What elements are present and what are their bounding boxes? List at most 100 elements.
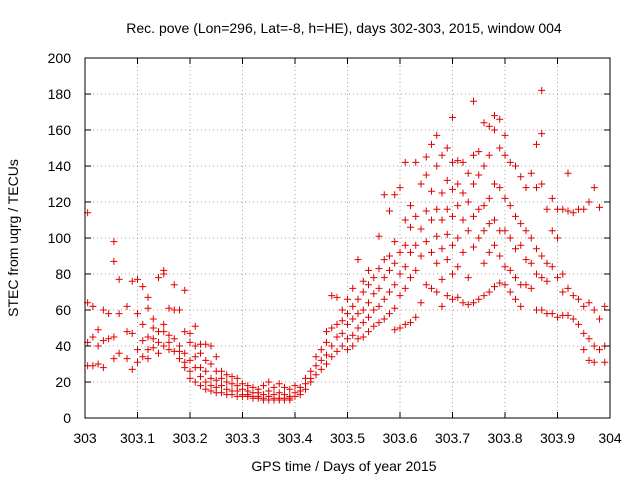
data-point [449,185,456,193]
data-point [155,274,162,282]
data-point [491,126,498,134]
data-point [212,353,220,361]
data-point [585,299,593,307]
x-tick-label: 303.7 [435,430,470,446]
data-point [181,349,189,357]
data-point [438,216,446,224]
data-point [155,338,162,346]
data-point [590,358,598,366]
data-point [422,281,430,289]
data-point [323,338,330,346]
data-point [585,198,593,206]
data-point [401,241,409,249]
data-point [401,320,409,328]
data-point [223,378,231,386]
data-point [191,378,199,386]
data-point [323,328,330,336]
data-point [454,293,462,301]
data-point [94,342,102,350]
data-point [338,306,346,314]
data-point [459,299,467,307]
data-point [543,277,551,285]
data-point [538,274,546,282]
data-point [386,266,393,274]
data-point [228,373,236,381]
data-point [590,306,598,314]
data-point [454,202,462,210]
data-point [491,216,498,224]
data-point [438,151,446,159]
data-point [380,295,388,303]
data-point [428,284,435,292]
data-point [89,302,97,310]
x-tick-label: 303.3 [225,430,260,446]
data-point [202,356,210,364]
data-point [323,351,330,359]
data-point [265,378,273,386]
data-point [596,203,603,211]
data-point [386,288,393,296]
data-point [564,284,572,292]
data-point [202,340,210,348]
data-point [317,346,325,354]
data-point [165,304,173,312]
data-point [443,230,451,238]
data-point [228,380,236,388]
data-point [454,180,462,188]
data-point [569,209,577,217]
data-point [260,382,267,390]
data-point [454,234,462,242]
y-tick-label: 140 [48,158,72,174]
data-point [548,194,556,202]
data-point [191,353,199,361]
data-point [422,171,430,179]
data-point [522,227,530,235]
data-point [485,288,493,296]
data-point [470,243,477,251]
data-point [139,283,147,291]
data-point [527,169,535,177]
data-point [501,281,509,289]
data-point [470,212,477,220]
data-point [512,295,519,303]
data-point [165,331,173,339]
data-point [134,310,141,318]
data-point [449,241,456,249]
data-point [233,374,241,382]
data-point [475,295,483,303]
y-tick-label: 20 [55,374,71,390]
data-point [496,252,504,260]
data-point [312,371,320,379]
data-point [365,281,372,289]
data-point [212,376,220,384]
data-point [134,346,141,354]
data-point [207,360,215,368]
data-point [391,304,399,312]
data-point [380,256,388,264]
data-point [470,299,477,307]
data-point [380,315,388,323]
data-point [375,302,383,310]
data-point [349,331,357,339]
data-point [354,295,362,303]
data-point [375,265,383,273]
data-point [375,319,383,327]
data-point [527,259,535,267]
data-point [144,355,152,363]
data-point [428,248,435,256]
data-point [99,306,107,314]
data-point [496,144,504,152]
data-point [323,360,330,368]
data-point [554,313,561,321]
data-point [149,315,157,323]
data-point [228,391,236,399]
data-point [491,241,498,249]
data-point [328,353,336,361]
data-point [349,284,357,292]
data-point [160,266,168,274]
data-point [475,171,483,179]
data-point [517,173,525,181]
data-point [149,335,157,343]
x-tick-label: 303.4 [277,430,312,446]
data-point [412,313,420,321]
